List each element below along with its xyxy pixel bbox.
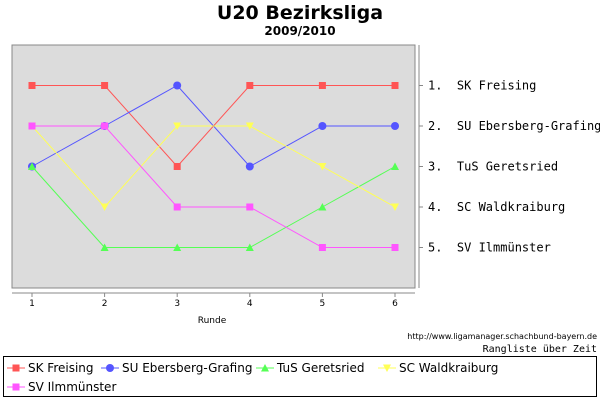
- rank-chart: 1 2 3 4 5 6 1. SK Freising 2. SU Ebersberg-Gra…: [11, 44, 600, 326]
- data-point-sc-waldkraiburg: [391, 203, 399, 211]
- series-layer: [28, 81, 399, 251]
- data-point-tus-geretsried: [245, 243, 254, 251]
- series-sv-ilmm-nster: [28, 122, 399, 251]
- legend-swatch-sk-freising: [7, 364, 25, 372]
- legend-label: TuS Geretsried: [277, 361, 365, 375]
- data-point-tus-geretsried: [391, 162, 399, 170]
- x-tick-label: 5: [320, 299, 326, 309]
- data-point-su-ebersberg-grafing: [245, 162, 254, 171]
- data-point-sv-ilmm-nster: [28, 122, 36, 130]
- legend-marker: [383, 364, 391, 372]
- legend-label: SC Waldkraiburg: [399, 361, 499, 375]
- legend-marker: [261, 364, 269, 372]
- x-tick-label: 6: [392, 299, 398, 309]
- y-tick-label: 1. SK Freising: [428, 79, 536, 93]
- y-tick-label: 4. SC Waldkraiburg: [428, 200, 565, 214]
- data-point-sv-ilmm-nster: [246, 203, 254, 211]
- data-point-sv-ilmm-nster: [391, 244, 399, 251]
- legend-swatch-su-ebersberg-grafing: [101, 364, 119, 372]
- data-point-sc-waldkraiburg: [100, 203, 109, 211]
- legend-item-sk-freising: SK Freising: [7, 359, 94, 377]
- legend-swatch-sv-ilmm-nster: [7, 383, 25, 391]
- data-point-sk-freising: [318, 82, 326, 89]
- data-point-su-ebersberg-grafing: [318, 122, 327, 130]
- legend-marker: [12, 383, 20, 391]
- data-point-sk-freising: [101, 82, 109, 89]
- data-point-sk-freising: [173, 163, 181, 170]
- y-tick-label: 2. SU Ebersberg-Grafing: [428, 119, 600, 133]
- chart-subtitle: 2009/2010: [264, 24, 336, 38]
- legend-label: SU Ebersberg-Grafing: [122, 361, 253, 375]
- series-tus-geretsried: [28, 162, 399, 251]
- legend-marker: [106, 364, 114, 372]
- data-point-su-ebersberg-grafing: [173, 81, 182, 90]
- legend-item-sv-ilmm-nster: SV Ilmmünster: [7, 378, 116, 396]
- plot-background: [11, 44, 416, 289]
- series-line-sc-waldkraiburg: [31, 125, 396, 208]
- series-line-sv-ilmm-nster: [32, 125, 395, 248]
- data-point-sk-freising: [246, 82, 254, 89]
- y-tick-label: 5. SV Ilmmünster: [428, 241, 551, 255]
- data-point-sc-waldkraiburg: [173, 122, 182, 130]
- data-point-su-ebersberg-grafing: [391, 122, 399, 130]
- legend-item-su-ebersberg-grafing: SU Ebersberg-Grafing: [101, 359, 252, 377]
- x-tick-label: 2: [102, 299, 108, 309]
- y-tick-label: 3. TuS Geretsried: [428, 160, 558, 174]
- x-tick-label: 4: [247, 299, 253, 309]
- data-point-sv-ilmm-nster: [101, 122, 109, 130]
- x-tick-label: 1: [29, 299, 35, 309]
- data-point-tus-geretsried: [28, 162, 36, 170]
- x-axis: 1 2 3 4 5 6: [12, 292, 415, 309]
- legend-item-sc-waldkraiburg: SC Waldkraiburg: [378, 359, 498, 377]
- data-point-sc-waldkraiburg: [245, 122, 254, 130]
- legend-swatch-sc-waldkraiburg: [378, 364, 396, 372]
- data-point-tus-geretsried: [100, 243, 109, 251]
- series-line-tus-geretsried: [31, 166, 396, 248]
- y-axis: 1. SK Freising 2. SU Ebersberg-Grafing 3. …: [418, 45, 600, 288]
- legend-label: SV Ilmmünster: [28, 380, 117, 394]
- data-point-sv-ilmm-nster: [318, 244, 326, 251]
- x-tick-label: 3: [174, 299, 180, 309]
- data-point-sc-waldkraiburg: [318, 163, 327, 171]
- data-point-sk-freising: [391, 82, 399, 89]
- x-axis-label: Runde: [198, 316, 227, 326]
- data-point-tus-geretsried: [173, 243, 182, 251]
- legend-item-tus-geretsried: TuS Geretsried: [256, 359, 365, 377]
- chart-title: U20 Bezirksliga: [216, 2, 384, 24]
- legend-marker: [12, 364, 20, 372]
- legend-swatch-tus-geretsried: [256, 364, 274, 372]
- data-point-sv-ilmm-nster: [173, 203, 181, 211]
- data-point-sk-freising: [28, 82, 36, 89]
- source-url: http://www.ligamanager.schachbund-bayern…: [407, 332, 597, 341]
- chart-caption: Rangliste über Zeit: [482, 344, 597, 355]
- legend: SK Freising SU Ebersberg-Grafing TuS Geret…: [3, 356, 597, 397]
- legend-label: SK Freising: [28, 361, 94, 375]
- data-point-tus-geretsried: [318, 203, 327, 211]
